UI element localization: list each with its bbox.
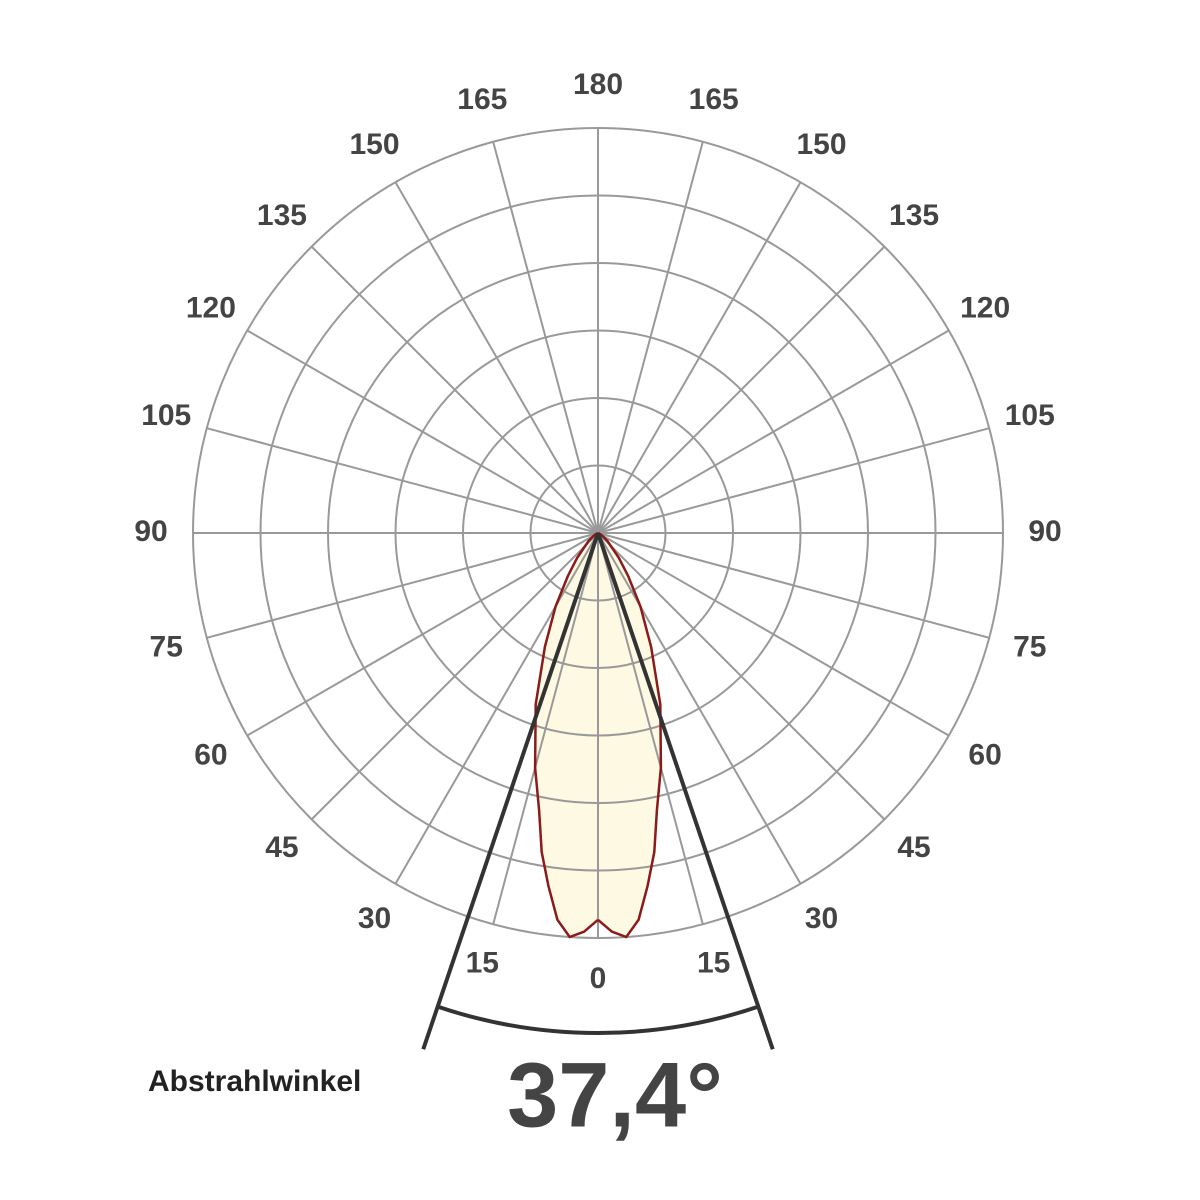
grid-spoke: [310, 245, 599, 534]
grid-spoke: [597, 532, 950, 737]
angle-label: 0: [590, 962, 607, 995]
lobe-outline: [597, 531, 663, 939]
angle-label: 180: [573, 68, 623, 101]
beam-angle-value: 37,4°: [507, 1044, 723, 1146]
lobe-fill: [535, 533, 598, 937]
angle-label: 90: [1028, 515, 1061, 548]
grid-spoke: [492, 532, 599, 925]
beam-arc: [437, 1004, 759, 1036]
grid-spoke: [597, 532, 704, 925]
angle-label: 45: [265, 831, 298, 864]
angle-label: 45: [897, 831, 930, 864]
grid-spoke: [206, 532, 599, 639]
angle-label: 75: [1013, 631, 1046, 664]
angle-label: 15: [466, 947, 499, 980]
grid-spoke: [206, 427, 599, 534]
angle-label: 75: [150, 631, 183, 664]
grid-spoke: [597, 245, 886, 534]
beam-line: [421, 532, 600, 1050]
grid-spoke: [394, 532, 599, 885]
beam-caption: Abstrahlwinkel: [148, 1065, 361, 1098]
grid-spoke: [597, 532, 990, 639]
beam-line: [596, 532, 775, 1050]
grid-spoke: [597, 532, 802, 885]
angle-label: 120: [960, 291, 1010, 324]
angle-label: 165: [689, 83, 739, 116]
angle-label: 105: [1005, 399, 1055, 432]
lobe-fill: [598, 533, 661, 937]
grid-spoke: [492, 141, 599, 534]
grid-spoke: [394, 181, 599, 534]
grid-spoke: [246, 532, 599, 737]
angle-label: 150: [796, 128, 846, 161]
grid-spoke: [597, 427, 990, 534]
lobe-outline: [533, 531, 599, 939]
angle-label: 120: [186, 291, 236, 324]
angle-label: 135: [889, 199, 939, 232]
angle-label: 15: [697, 947, 730, 980]
angle-label: 30: [805, 902, 838, 935]
angle-label: 105: [141, 399, 191, 432]
grid-spoke: [246, 329, 599, 534]
angle-label: 60: [968, 738, 1001, 771]
grid-spoke: [597, 141, 704, 534]
angle-label: 30: [358, 902, 391, 935]
grid-spoke: [597, 181, 802, 534]
angle-label: 150: [349, 128, 399, 161]
grid-spoke: [597, 329, 950, 534]
angle-label: 90: [134, 515, 167, 548]
angle-label: 135: [257, 199, 307, 232]
angle-label: 60: [194, 738, 227, 771]
grid-spoke: [597, 532, 886, 821]
angle-label: 165: [457, 83, 507, 116]
grid-spoke: [310, 532, 599, 821]
